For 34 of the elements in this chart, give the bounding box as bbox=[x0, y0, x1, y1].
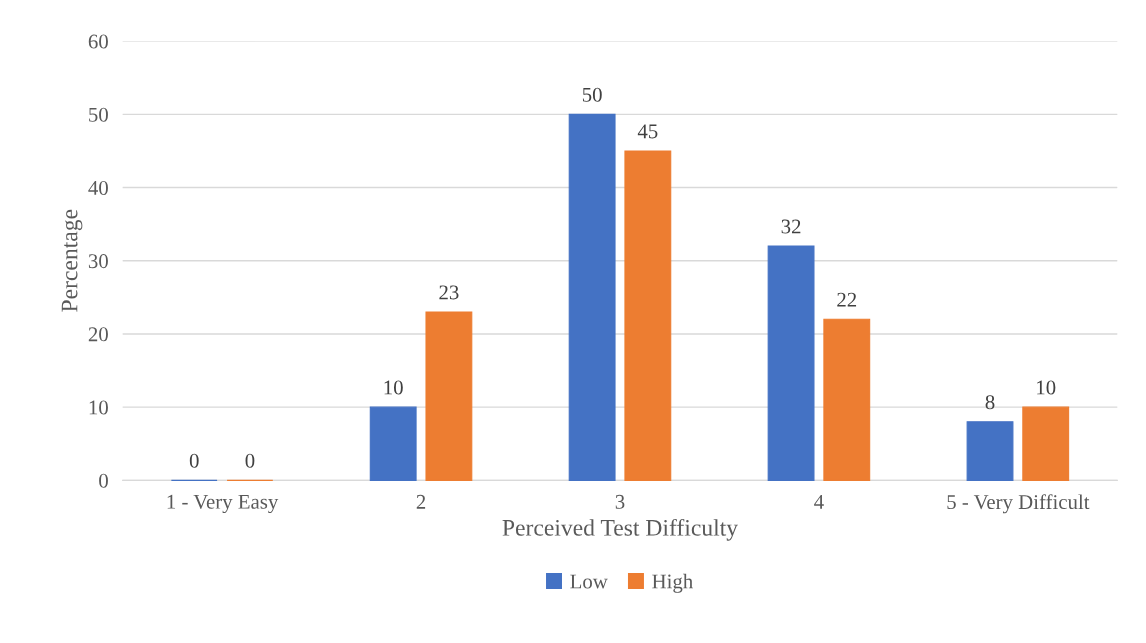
bar bbox=[369, 406, 417, 481]
data-label: 50 bbox=[582, 87, 602, 102]
legend-label: Low bbox=[570, 574, 608, 589]
x-tick-label: 2 bbox=[416, 494, 426, 509]
x-tick-label: 5 - Very Difficult bbox=[947, 494, 1090, 514]
y-tick-label: 20 bbox=[88, 327, 108, 342]
data-label: 45 bbox=[637, 124, 658, 139]
y-tick-label: 30 bbox=[88, 254, 108, 269]
y-tick-label: 50 bbox=[89, 107, 108, 122]
data-label: 0 bbox=[189, 453, 199, 468]
data-label: 10 bbox=[1037, 380, 1056, 395]
y-tick-label: 40 bbox=[88, 180, 108, 195]
bar bbox=[568, 113, 616, 481]
bar bbox=[624, 150, 672, 481]
data-label: 8 bbox=[985, 395, 995, 410]
x-tick-label: 1 - Very Easy bbox=[167, 494, 279, 514]
bar bbox=[966, 421, 1014, 481]
legend-label: High bbox=[652, 573, 693, 593]
y-tick-label: 10 bbox=[89, 400, 108, 415]
bar bbox=[767, 245, 815, 481]
data-label: 0 bbox=[245, 453, 255, 468]
x-tick-label: 4 bbox=[814, 494, 824, 509]
y-tick-label: 60 bbox=[88, 34, 108, 49]
data-label: 23 bbox=[439, 285, 459, 300]
bar bbox=[823, 318, 871, 481]
y-tick-label: 0 bbox=[99, 473, 108, 488]
bar bbox=[425, 311, 473, 481]
x-tick-label: 3 bbox=[615, 494, 625, 509]
y-axis-title: Percentage bbox=[61, 209, 83, 312]
bar bbox=[1022, 406, 1070, 481]
data-label: 10 bbox=[384, 380, 403, 395]
data-label: 32 bbox=[781, 219, 801, 234]
data-label: 22 bbox=[837, 292, 857, 307]
x-axis-title: Perceived Test Difficulty bbox=[502, 518, 738, 541]
